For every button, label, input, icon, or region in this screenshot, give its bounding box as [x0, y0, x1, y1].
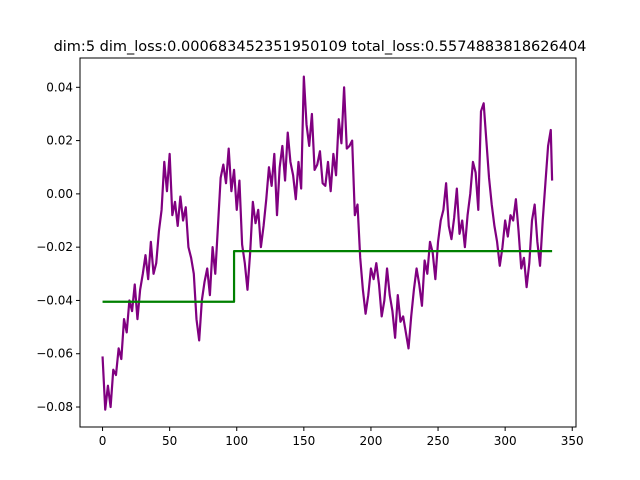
- y-tick-label: −0.08: [36, 400, 73, 414]
- x-tick-label: 350: [561, 434, 584, 448]
- x-axis: 0 50 100 150 200 250 300 350: [99, 427, 584, 448]
- y-tick-label: −0.02: [36, 240, 73, 254]
- x-tick-label: 300: [494, 434, 517, 448]
- series-layer: [101, 75, 554, 411]
- x-tick-label: 200: [359, 434, 382, 448]
- plot-frame: [79, 57, 577, 428]
- plot-area: [101, 75, 554, 411]
- chart-title: dim:5 dim_loss:0.000683452351950109 tota…: [54, 39, 587, 55]
- x-tick-label: 250: [427, 434, 450, 448]
- y-tick-label: 0.02: [46, 134, 73, 148]
- x-tick-label: 150: [292, 434, 315, 448]
- series-line-1: [102, 250, 553, 303]
- series-line-0: [101, 75, 554, 411]
- x-tick-label: 100: [225, 434, 248, 448]
- x-tick-label: 50: [162, 434, 177, 448]
- y-tick-label: −0.04: [36, 293, 73, 307]
- y-tick-label: 0.00: [46, 187, 73, 201]
- y-tick-label: −0.06: [36, 347, 73, 361]
- y-tick-label: 0.04: [46, 80, 73, 94]
- x-tick-label: 0: [99, 434, 107, 448]
- y-axis: −0.08 −0.06 −0.04 −0.02 0.00 0.02 0.04: [36, 80, 80, 414]
